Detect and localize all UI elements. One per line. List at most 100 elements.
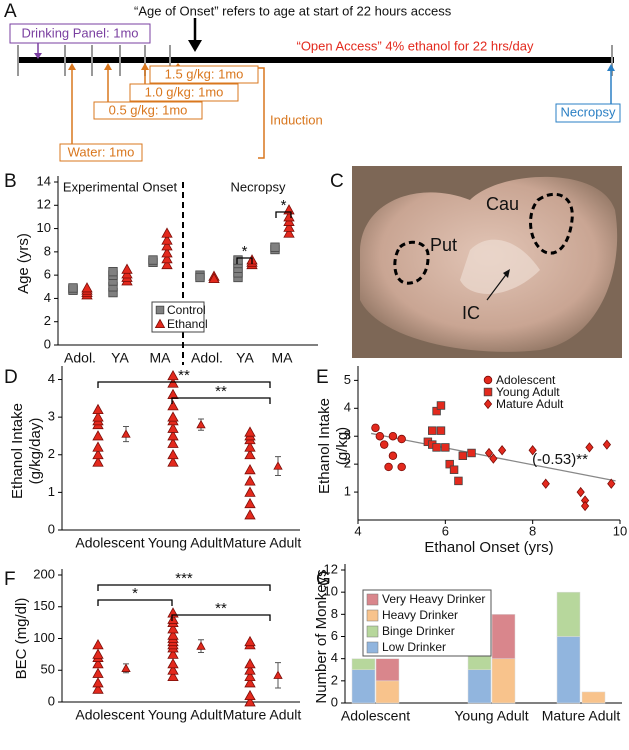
marker	[244, 664, 256, 675]
x-tick-label: Mature Adult	[223, 707, 302, 723]
significance-bracket	[97, 584, 271, 591]
bar-segment	[351, 669, 376, 704]
y-tick-label: 6	[44, 267, 51, 282]
y-tick-label: 0	[331, 694, 338, 709]
y-tick-label: 0	[48, 521, 55, 536]
marker	[441, 443, 450, 452]
marker	[541, 478, 550, 489]
marker	[244, 448, 256, 460]
y-axis-label: Age (yrs)	[15, 233, 32, 294]
significance-label: *	[132, 585, 138, 602]
marker	[375, 432, 385, 441]
bar-segment	[491, 614, 516, 659]
significance-bracket	[97, 381, 271, 388]
marker	[92, 448, 104, 460]
y-tick-label: 50	[41, 662, 55, 677]
bar-segment	[351, 658, 376, 671]
marker	[244, 426, 256, 437]
ic-arrow	[486, 271, 509, 301]
y-tick-label: 4	[344, 400, 351, 415]
necropsy-arrowhead	[607, 64, 615, 71]
legend-swatch	[366, 625, 379, 638]
marker	[388, 432, 398, 441]
y-tick-label: 14	[37, 173, 51, 188]
marker	[607, 478, 616, 489]
marker	[161, 247, 173, 258]
y-axis-label: Ethanol Intake	[9, 403, 26, 499]
y-axis-label: Ethanol Intake	[316, 398, 333, 494]
y-tick-label: 200	[33, 566, 55, 581]
legend-label: Adolescent	[496, 373, 556, 387]
legend-marker	[483, 398, 493, 410]
significance-label: **	[215, 383, 227, 400]
marker	[273, 461, 283, 470]
capsule	[460, 239, 540, 294]
group-label: Necropsy	[231, 179, 286, 194]
marker	[270, 242, 280, 252]
y-tick-label: 10	[324, 584, 338, 599]
marker	[167, 388, 179, 399]
legend-label: Low Drinker	[382, 640, 446, 654]
marker	[161, 240, 173, 251]
y-tick-label: 4	[44, 290, 51, 305]
significance-label: *	[281, 197, 287, 214]
marker	[244, 658, 256, 669]
marker	[167, 422, 179, 433]
y-axis-label: Number of Monkeys	[313, 569, 330, 703]
marker	[489, 453, 498, 464]
marker	[167, 377, 179, 388]
marker	[121, 663, 131, 672]
marker	[244, 463, 256, 475]
legend-label: Mature Adult	[496, 397, 564, 411]
x-tick-label: Adol.	[191, 350, 223, 366]
bar-segment	[556, 636, 581, 704]
significance-bracket	[171, 397, 271, 404]
marker	[92, 441, 104, 452]
significance-label: ***	[175, 570, 193, 587]
y-tick-label: 0	[44, 336, 51, 351]
x-axis-label: Ethanol Onset (yrs)	[424, 539, 553, 556]
x-tick-label: 10	[613, 523, 627, 538]
y-axis-label: (g/kg/day)	[27, 418, 44, 485]
y-axis-label: (g/kg)	[334, 427, 351, 465]
bar-segment	[556, 591, 581, 637]
marker	[244, 486, 256, 497]
x-tick-label: Mature Adult	[542, 708, 621, 724]
x-tick-label: Mature Adult	[223, 535, 302, 551]
marker	[167, 607, 179, 618]
y-tick-label: 2	[48, 446, 55, 461]
marker	[244, 635, 256, 647]
bar-segment	[581, 691, 606, 704]
marker	[121, 263, 133, 274]
significance-label: *	[242, 243, 248, 260]
x-tick-label: YA	[111, 350, 129, 366]
y-tick-label: 150	[33, 598, 55, 613]
marker	[458, 451, 468, 460]
panel-label: B	[4, 171, 17, 192]
marker	[167, 411, 179, 422]
marker	[484, 447, 494, 459]
induction-label: Induction	[270, 112, 323, 127]
marker	[196, 419, 206, 429]
timeline-ticks	[17, 45, 613, 76]
marker	[576, 486, 585, 498]
marker	[283, 227, 295, 238]
marker	[244, 689, 256, 701]
significance-bracket	[171, 614, 271, 621]
legend-label: Young Adult	[496, 385, 560, 399]
marker	[161, 253, 173, 264]
marker	[167, 448, 179, 460]
marker	[428, 426, 437, 435]
significance-label: **	[215, 600, 227, 617]
legend-marker	[154, 318, 166, 329]
y-tick-label: 3	[48, 409, 55, 424]
legend-swatch	[366, 641, 379, 654]
photo-label: IC	[462, 303, 480, 323]
legend-box	[362, 589, 492, 657]
significance-bracket	[236, 257, 253, 264]
legend-marker	[483, 375, 493, 385]
bar-segment	[375, 680, 400, 704]
marker	[167, 648, 179, 659]
marker	[602, 439, 612, 450]
